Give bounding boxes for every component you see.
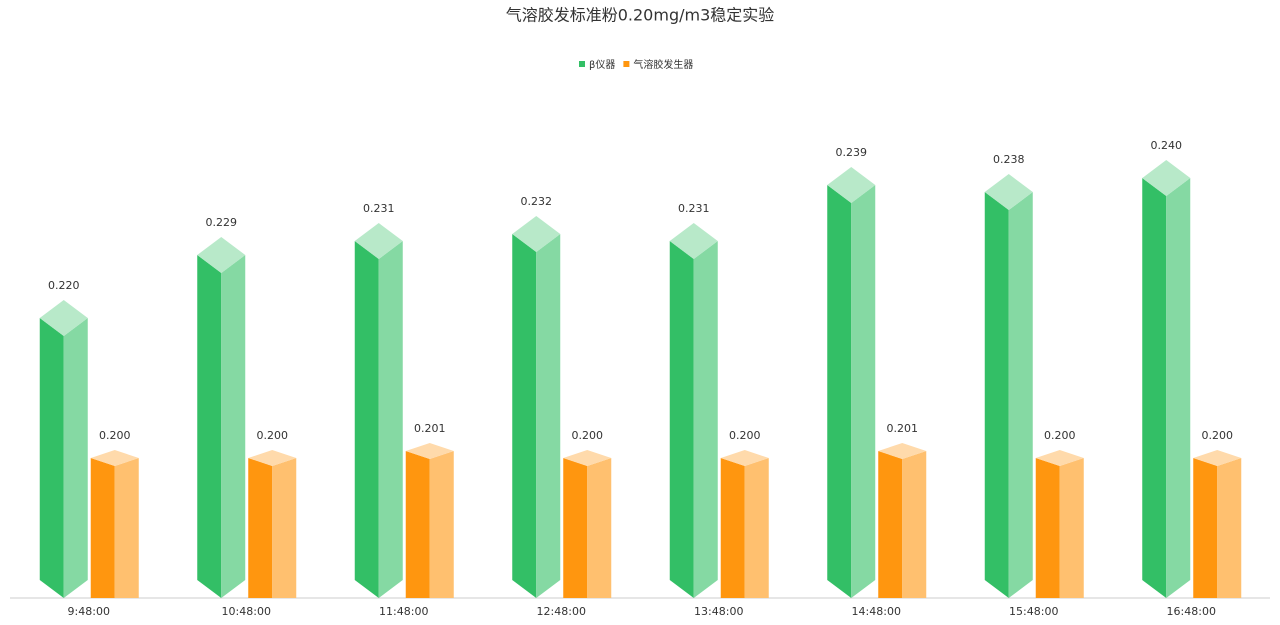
bar-left-face [248,458,273,598]
bar-left-face [39,318,64,598]
bar [1035,450,1084,598]
data-label: 0.232 [521,195,553,208]
bar-left-face [827,185,852,598]
bar-left-face [1142,178,1167,598]
bar-left-face [669,241,694,598]
bar-left-face [354,241,379,598]
bar [878,443,927,598]
x-tick-label: 9:48:00 [68,605,110,618]
data-label: 0.240 [1151,139,1183,152]
bar-top-face [90,450,139,466]
bar-left-face [878,451,903,598]
bar [1142,160,1191,598]
x-tick-label: 11:48:00 [379,605,428,618]
bar-top-face [984,174,1033,210]
bar [354,223,403,598]
bar [197,237,246,598]
bar-top-face [827,167,876,203]
bar-right-face [429,451,454,598]
data-label: 0.200 [257,429,289,442]
data-label: 0.201 [414,422,446,435]
x-tick-label: 16:48:00 [1167,605,1216,618]
bar [512,216,561,598]
bar-left-face [1035,458,1060,598]
bar-right-face [114,458,139,598]
bar-right-face [744,458,769,598]
bar-right-face [693,241,718,598]
bar [984,174,1033,598]
legend-swatch [579,61,585,67]
x-tick-label: 15:48:00 [1009,605,1058,618]
bar-left-face [512,234,537,598]
bar-right-face [1166,178,1191,598]
bar-right-face [851,185,876,598]
data-label: 0.231 [363,202,395,215]
bar-top-face [1193,450,1242,466]
bar-top-face [720,450,769,466]
data-label: 0.200 [729,429,761,442]
bar-left-face [1193,458,1218,598]
bar [669,223,718,598]
legend-swatch [623,61,630,67]
bar-left-face [405,451,430,598]
data-label: 0.200 [1044,429,1076,442]
bar-top-face [354,223,403,259]
bar-top-face [669,223,718,259]
bar-top-face [563,450,612,466]
x-tick-label: 14:48:00 [852,605,901,618]
data-label: 0.200 [99,429,131,442]
bar-top-face [248,450,297,466]
legend-label: 气溶胶发生器 [633,58,693,71]
bar [720,450,769,598]
bar-top-face [405,443,454,459]
data-label: 0.229 [206,216,238,229]
data-label: 0.200 [1202,429,1234,442]
legend-label: β仪器 [589,59,615,71]
bar-left-face [720,458,745,598]
bar-right-face [1217,458,1242,598]
bar-right-face [272,458,297,598]
bar-right-face [587,458,612,598]
bar-top-face [1035,450,1084,466]
bar-left-face [984,192,1009,598]
bar-top-face [197,237,246,273]
bar-right-face [221,255,246,598]
bar-left-face [197,255,222,598]
x-tick-label: 13:48:00 [694,605,743,618]
bar-top-face [878,443,927,459]
data-label: 0.239 [836,146,868,159]
chart-title: 气溶胶发标准粉0.20mg/m3稳定实验 [506,6,775,25]
bar-top-face [1142,160,1191,196]
bar-left-face [90,458,115,598]
bar-left-face [563,458,588,598]
data-label: 0.220 [48,279,80,292]
bar [248,450,297,598]
bar-right-face [378,241,403,598]
data-label: 0.238 [993,153,1025,166]
bar-top-face [512,216,561,252]
bar [827,167,876,598]
bar [563,450,612,598]
data-label: 0.231 [678,202,710,215]
x-tick-label: 10:48:00 [222,605,271,618]
bar-right-face [1008,192,1033,598]
bar [405,443,454,598]
x-tick-label: 12:48:00 [537,605,586,618]
bar [90,450,139,598]
bar-top-face [39,300,88,336]
bar-right-face [1059,458,1084,598]
bar-right-face [902,451,927,598]
bar-right-face [536,234,561,598]
data-label: 0.201 [887,422,919,435]
bar [1193,450,1242,598]
bar [39,300,88,598]
bar-right-face [63,318,88,598]
data-label: 0.200 [572,429,604,442]
